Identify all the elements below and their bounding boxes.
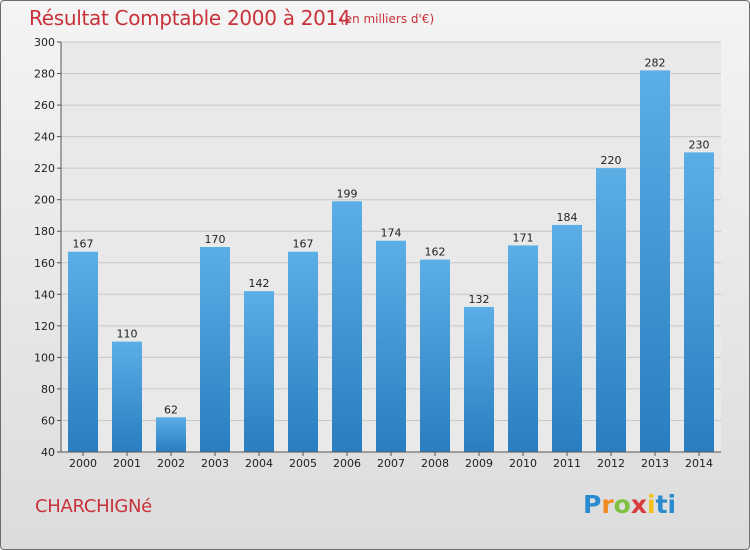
x-tick-label: 2005 bbox=[289, 457, 317, 470]
bar-2010 bbox=[508, 245, 538, 452]
bar-value-label: 220 bbox=[601, 154, 622, 167]
bar-2008 bbox=[420, 259, 450, 452]
bar-value-label: 170 bbox=[205, 233, 226, 246]
commune-name: CHARCHIGNé bbox=[35, 496, 152, 517]
logo-letter: P bbox=[583, 490, 602, 519]
x-tick-label: 2003 bbox=[201, 457, 229, 470]
bar-value-label: 184 bbox=[557, 211, 578, 224]
bar-value-label: 199 bbox=[337, 187, 358, 200]
y-tick-label: 300 bbox=[34, 36, 55, 49]
y-tick-label: 260 bbox=[34, 99, 55, 112]
bar-2001 bbox=[112, 341, 142, 452]
bar-2005 bbox=[288, 251, 318, 452]
x-tick-label: 2011 bbox=[553, 457, 581, 470]
logo-letter: r bbox=[601, 490, 614, 519]
bar-value-label: 167 bbox=[73, 238, 94, 251]
bar-2009 bbox=[464, 306, 494, 452]
y-tick-label: 80 bbox=[41, 383, 55, 396]
bar-2007 bbox=[376, 240, 406, 452]
logo-letter: x bbox=[630, 490, 647, 519]
y-tick-label: 120 bbox=[34, 320, 55, 333]
y-tick-label: 160 bbox=[34, 257, 55, 270]
bar-2014 bbox=[684, 152, 714, 452]
logo-letter: ti bbox=[655, 490, 677, 519]
bar-value-label: 62 bbox=[164, 403, 178, 416]
x-tick-label: 2008 bbox=[421, 457, 449, 470]
y-tick-label: 140 bbox=[34, 288, 55, 301]
x-tick-label: 2010 bbox=[509, 457, 537, 470]
y-tick-label: 280 bbox=[34, 68, 55, 81]
bar-2006 bbox=[332, 201, 362, 452]
bar-value-label: 174 bbox=[381, 227, 402, 240]
bar-value-label: 282 bbox=[645, 56, 666, 69]
bar-value-label: 132 bbox=[469, 293, 490, 306]
x-tick-label: 2000 bbox=[69, 457, 97, 470]
y-tick-label: 240 bbox=[34, 131, 55, 144]
bar-2013 bbox=[640, 70, 670, 452]
x-tick-label: 2007 bbox=[377, 457, 405, 470]
logo-letter: o bbox=[613, 490, 631, 519]
y-tick-label: 40 bbox=[41, 446, 55, 459]
bar-2011 bbox=[552, 224, 582, 452]
bar-value-label: 167 bbox=[293, 238, 314, 251]
x-tick-label: 2013 bbox=[641, 457, 669, 470]
logo-letter: i bbox=[647, 490, 656, 519]
x-tick-label: 2014 bbox=[685, 457, 713, 470]
bar-value-label: 230 bbox=[689, 138, 710, 151]
y-tick-label: 220 bbox=[34, 162, 55, 175]
bar-value-label: 171 bbox=[513, 231, 534, 244]
x-tick-label: 2004 bbox=[245, 457, 273, 470]
bar-value-label: 110 bbox=[117, 328, 138, 341]
bar-2002 bbox=[156, 417, 186, 452]
x-tick-label: 2002 bbox=[157, 457, 185, 470]
y-tick-label: 100 bbox=[34, 351, 55, 364]
bar-value-label: 162 bbox=[425, 246, 446, 259]
bar-2004 bbox=[244, 291, 274, 452]
bar-value-label: 142 bbox=[249, 277, 270, 290]
chart-subtitle: (en milliers d'€) bbox=[340, 12, 435, 26]
proxiti-logo: Proxiti bbox=[583, 490, 676, 519]
bar-2000 bbox=[68, 251, 98, 452]
y-tick-label: 60 bbox=[41, 414, 55, 427]
y-tick-label: 180 bbox=[34, 225, 55, 238]
chart-title: Résultat Comptable 2000 à 2014 bbox=[29, 6, 351, 30]
x-tick-label: 2009 bbox=[465, 457, 493, 470]
x-tick-label: 2001 bbox=[113, 457, 141, 470]
y-tick-label: 200 bbox=[34, 194, 55, 207]
bar-2012 bbox=[596, 168, 626, 452]
x-tick-label: 2006 bbox=[333, 457, 361, 470]
bar-2003 bbox=[200, 247, 230, 452]
x-tick-label: 2012 bbox=[597, 457, 625, 470]
